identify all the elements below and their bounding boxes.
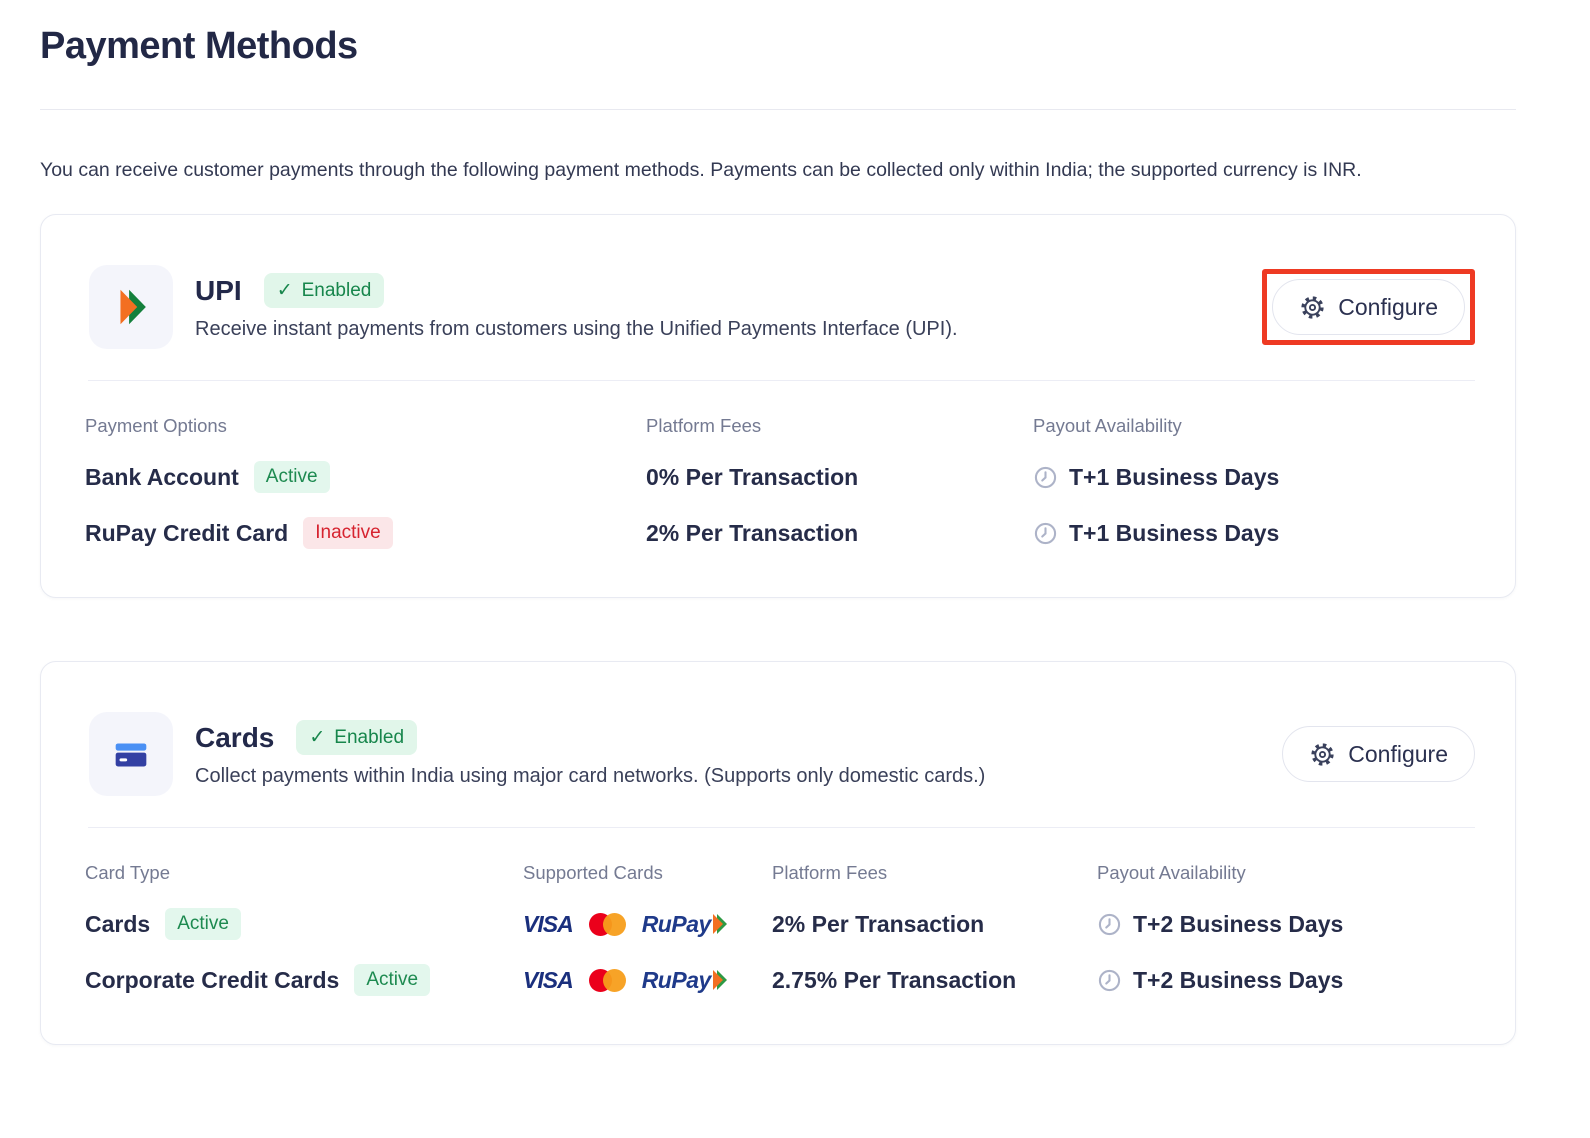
payout-label: T+2 Business Days [1133, 910, 1344, 937]
check-icon: ✓ [276, 280, 293, 301]
rupay-chevron-icon [712, 914, 727, 934]
supported-cards: VISA RuPay [523, 911, 772, 938]
upi-card-header: UPI ✓ Enabled Receive instant payments f… [41, 215, 1515, 349]
option-label: Cards [85, 910, 151, 937]
supported-cards: VISA RuPay [523, 967, 772, 994]
rupay-chevron-icon [712, 970, 727, 990]
cards-enabled-badge: ✓ Enabled [296, 720, 418, 755]
cards-header-text: Cards ✓ Enabled Collect payments within … [195, 720, 985, 788]
platform-fee: 2% Per Transaction [646, 519, 859, 546]
status-badge: Active [354, 964, 431, 996]
status-badge: Inactive [303, 517, 393, 549]
column-header: Card Type [85, 862, 171, 883]
payout-availability: T+2 Business Days [1097, 911, 1471, 938]
cards-title: Cards [195, 721, 275, 753]
payout-availability: T+1 Business Days [1033, 464, 1471, 491]
upi-enabled-badge: ✓ Enabled [263, 273, 385, 308]
payment-methods-page: Payment Methods You can receive customer… [0, 25, 1590, 1045]
column-header: Payment Options [85, 415, 227, 436]
platform-fee: 0% Per Transaction [646, 463, 859, 490]
mastercard-orange-circle [602, 912, 626, 936]
visa-logo: VISA [523, 966, 574, 993]
mastercard-orange-circle [602, 968, 626, 992]
credit-card-icon [89, 712, 173, 796]
cards-configure-wrap: Configure [1282, 726, 1475, 782]
page-divider [40, 109, 1516, 110]
upi-card-divider [88, 380, 1475, 381]
page-title: Payment Methods [40, 25, 358, 67]
column-header: Platform Fees [772, 862, 888, 883]
payout-label: T+1 Business Days [1069, 463, 1280, 490]
table-row-option: Bank Account Active [85, 461, 646, 493]
upi-options-table: Payment Options Platform Fees Payout Ava… [41, 381, 1515, 597]
clock-icon [1098, 913, 1121, 935]
payout-availability: T+2 Business Days [1097, 967, 1471, 994]
payout-label: T+2 Business Days [1133, 966, 1344, 993]
option-label: RuPay Credit Card [85, 519, 289, 546]
table-row-option: Corporate Credit Cards Active [85, 964, 523, 996]
mastercard-icon [588, 968, 626, 992]
cards-configure-button[interactable]: Configure [1282, 726, 1475, 782]
gear-icon [1301, 295, 1324, 319]
table-row-option: Cards Active [85, 908, 523, 940]
column-header: Payout Availability [1033, 415, 1182, 436]
check-icon: ✓ [309, 727, 326, 748]
status-badge: Active [165, 908, 241, 940]
upi-header-text: UPI ✓ Enabled Receive instant payments f… [195, 273, 958, 341]
platform-fee: 2.75% Per Transaction [772, 966, 1017, 993]
rupay-logo: RuPay [642, 967, 728, 994]
column-header: Platform Fees [646, 415, 762, 436]
upi-icon [89, 265, 173, 349]
option-label: Corporate Credit Cards [85, 966, 340, 993]
status-badge: Active [253, 461, 330, 493]
upi-title: UPI [195, 274, 242, 306]
cards-enabled-label: Enabled [334, 726, 405, 748]
option-label: Bank Account [85, 463, 239, 490]
column-header: Payout Availability [1097, 862, 1246, 883]
platform-fee: 2% Per Transaction [772, 910, 985, 937]
payout-label: T+1 Business Days [1069, 519, 1280, 546]
clock-icon [1034, 522, 1057, 544]
cards-method-card: Cards ✓ Enabled Collect payments within … [40, 661, 1516, 1045]
upi-enabled-label: Enabled [301, 279, 372, 301]
table-row-option: RuPay Credit Card Inactive [85, 517, 646, 549]
cards-configure-label: Configure [1348, 740, 1448, 767]
rupay-logo: RuPay [642, 911, 728, 938]
upi-configure-button[interactable]: Configure [1272, 279, 1465, 335]
cards-card-header: Cards ✓ Enabled Collect payments within … [41, 662, 1515, 796]
upi-configure-label: Configure [1338, 293, 1438, 320]
cards-options-table: Card Type Supported Cards Platform Fees … [41, 828, 1515, 1044]
page-description: You can receive customer payments throug… [40, 159, 1362, 181]
mastercard-icon [588, 912, 626, 936]
visa-logo: VISA [523, 910, 574, 937]
upi-description: Receive instant payments from customers … [195, 318, 958, 340]
clock-icon [1034, 466, 1057, 488]
column-header: Supported Cards [523, 862, 663, 883]
upi-method-card: UPI ✓ Enabled Receive instant payments f… [40, 214, 1516, 598]
payout-availability: T+1 Business Days [1033, 520, 1471, 547]
cards-card-divider [88, 827, 1475, 828]
cards-description: Collect payments within India using majo… [195, 765, 986, 787]
highlight-annotation: Configure [1262, 269, 1475, 345]
gear-icon [1311, 742, 1334, 766]
clock-icon [1098, 969, 1121, 991]
